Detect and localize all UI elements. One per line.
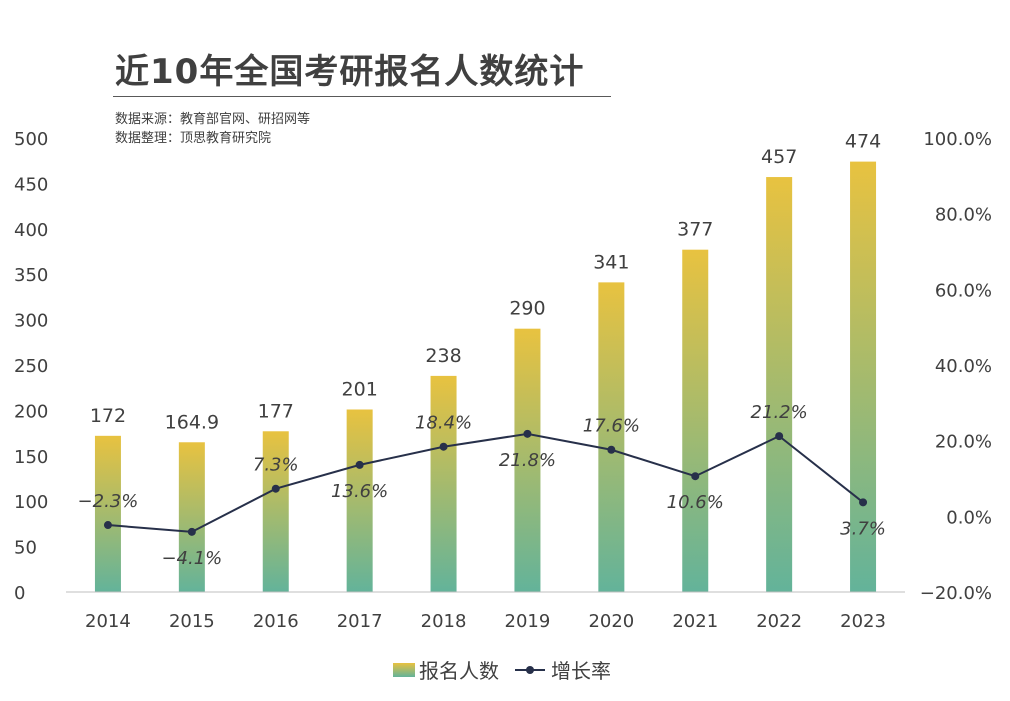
right-tick-label: 0.0%: [946, 507, 992, 528]
legend-line-label: 增长率: [551, 659, 611, 683]
right-tick-label: −20.0%: [920, 583, 992, 604]
left-tick-label: 200: [14, 401, 48, 422]
right-tick-label: 20.0%: [935, 432, 992, 453]
bar: [514, 328, 541, 592]
left-tick-label: 500: [14, 129, 48, 150]
bar-value-label: 474: [845, 131, 881, 153]
bar-series: 172 164.9 177 201 238 290 341 377 457 474: [90, 131, 881, 592]
bar: [682, 249, 709, 592]
growth-rate-label: 21.2%: [751, 402, 808, 423]
left-tick-label: 300: [14, 311, 48, 332]
bar: [598, 282, 625, 592]
legend-bar-swatch: [393, 662, 415, 677]
growth-rate-point: [607, 445, 616, 454]
bar: [94, 435, 121, 592]
bar: [346, 409, 373, 592]
growth-rate-label: 21.8%: [499, 450, 556, 471]
right-tick-label: 100.0%: [923, 129, 992, 150]
x-tick-label: 2016: [253, 611, 299, 632]
bar-value-label: 341: [593, 251, 629, 273]
growth-rate-point: [691, 472, 700, 481]
bar: [430, 375, 457, 592]
bar: [262, 431, 289, 592]
x-tick-label: 2019: [505, 611, 551, 632]
growth-rate-label: 3.7%: [840, 518, 886, 539]
legend-item-line[interactable]: 增长率: [515, 655, 611, 684]
bar-value-label: 377: [677, 219, 713, 241]
title-underline: [113, 96, 611, 97]
growth-rate-point: [439, 442, 448, 451]
bar-value-label: 177: [258, 400, 294, 422]
left-tick-label: 0: [14, 583, 25, 604]
source-note: 数据来源：教育部官网、研招网等: [115, 112, 311, 127]
left-tick-label: 250: [14, 356, 48, 377]
right-tick-label: 80.0%: [935, 205, 992, 226]
bar: [178, 442, 205, 592]
left-tick-label: 50: [14, 538, 37, 559]
left-tick-label: 400: [14, 220, 48, 241]
legend-item-bars[interactable]: 报名人数: [393, 655, 499, 684]
bar-value-label: 238: [425, 345, 461, 367]
growth-rate-label: −2.3%: [78, 491, 139, 512]
left-tick-label: 100: [14, 492, 48, 513]
growth-rate-point: [859, 498, 868, 507]
growth-rate-point: [355, 460, 364, 469]
x-tick-label: 2023: [840, 611, 886, 632]
growth-rate-point: [523, 429, 532, 438]
x-tick-label: 2021: [672, 611, 718, 632]
growth-rate-point: [103, 521, 112, 530]
left-tick-label: 150: [14, 447, 48, 468]
bar-value-label: 164.9: [165, 411, 219, 433]
left-tick-label: 350: [14, 265, 48, 286]
x-tick-label: 2022: [756, 611, 802, 632]
bar: [850, 161, 877, 592]
bar-value-label: 201: [342, 378, 378, 400]
bar: [766, 177, 793, 592]
right-tick-label: 60.0%: [935, 280, 992, 301]
left-tick-label: 450: [14, 174, 48, 195]
growth-rate-label: 13.6%: [331, 481, 388, 502]
growth-rate-label: 17.6%: [583, 416, 640, 437]
x-tick-label: 2014: [85, 611, 131, 632]
growth-rate-point: [775, 432, 784, 441]
growth-rate-point: [271, 484, 280, 493]
right-tick-label: 40.0%: [935, 356, 992, 377]
chart-title: 近10年全国考研报名人数统计: [115, 52, 585, 92]
growth-rate-label: −4.1%: [161, 548, 222, 569]
legend-bar-label: 报名人数: [419, 659, 499, 683]
compiler-note: 数据整理：顶思教育研究院: [115, 131, 272, 146]
growth-rate-point: [187, 527, 196, 536]
axes: 2014 2015 2016 2017 2018 2019 2020 2021 2022 2023…: [14, 129, 992, 632]
bar-value-label: 290: [509, 298, 545, 320]
x-tick-label: 2018: [421, 611, 467, 632]
growth-rate-line: [107, 432, 864, 533]
x-tick-label: 2015: [169, 611, 215, 632]
bar-value-label: 172: [90, 405, 126, 427]
legend-line-swatch: [515, 665, 545, 674]
x-tick-label: 2017: [337, 611, 383, 632]
x-tick-label: 2020: [588, 611, 634, 632]
legend: 报名人数 增长率: [0, 655, 1010, 684]
growth-rate-label: 7.3%: [253, 455, 299, 476]
growth-rate-label: 18.4%: [415, 413, 472, 434]
growth-rate-label: 10.6%: [667, 492, 724, 513]
line-series: −2.3% −4.1% 7.3% 13.6% 18.4% 21.8% 17.6% 10.6% 2…: [78, 402, 886, 569]
bar-value-label: 457: [761, 146, 797, 168]
